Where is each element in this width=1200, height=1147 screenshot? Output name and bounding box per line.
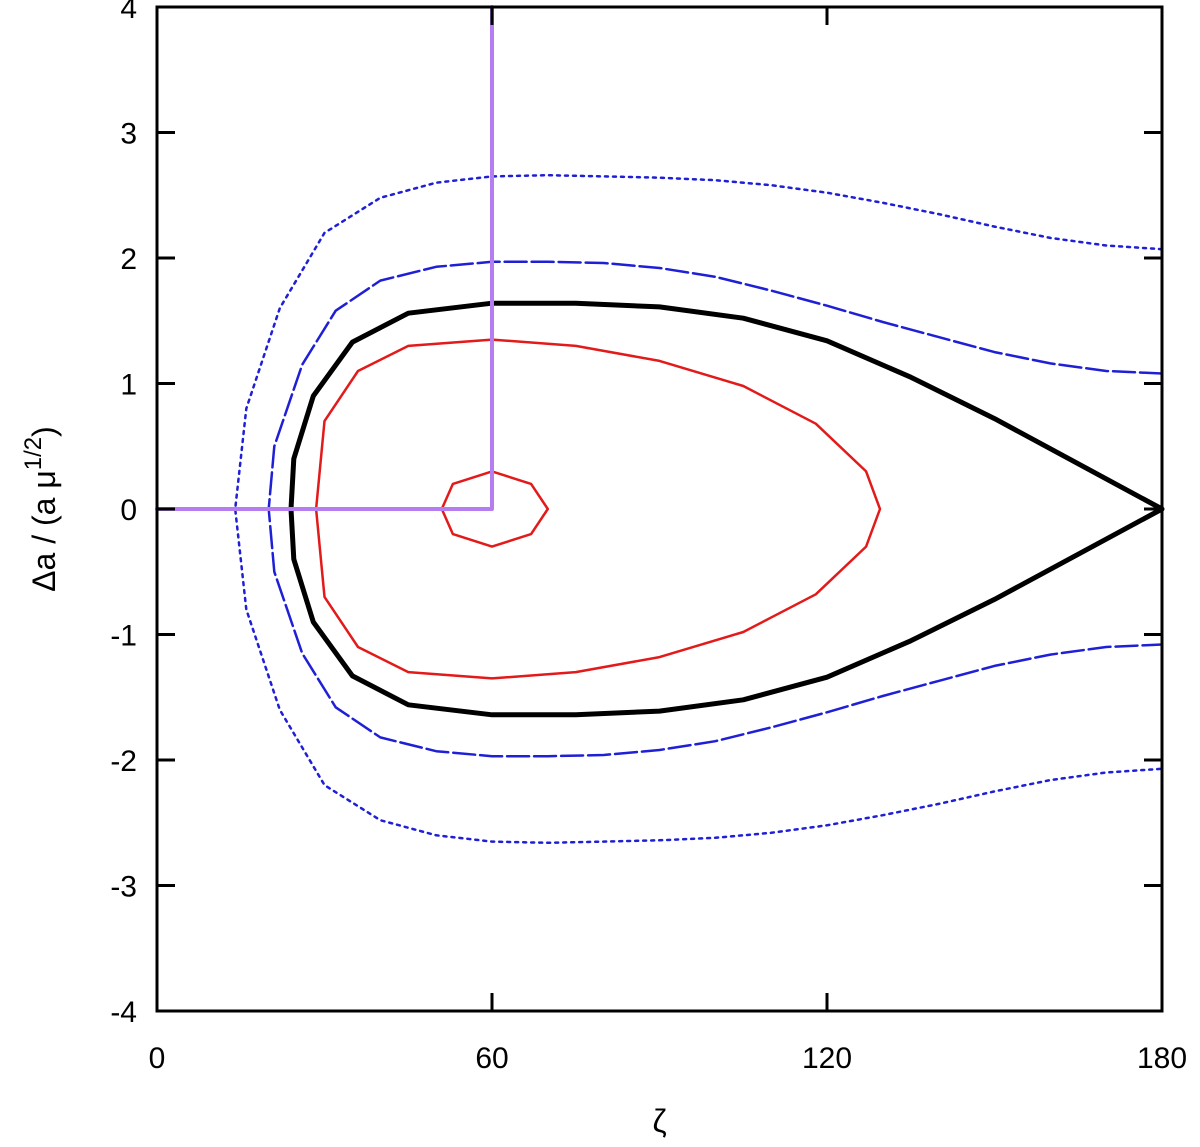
series-purple-guide-5 <box>155 5 494 511</box>
y-tick-label: 3 <box>120 118 137 151</box>
x-tick-label: 180 <box>1137 1042 1187 1075</box>
x-tick-label: 120 <box>802 1042 852 1075</box>
y-tick-label: 1 <box>120 369 137 402</box>
y-tick-label: -3 <box>110 871 137 904</box>
x-tick-label: 60 <box>475 1042 508 1075</box>
plot-curves <box>155 5 1165 845</box>
y-tick-label: -2 <box>110 745 137 778</box>
y-axis-label-sup: 1/2 <box>20 437 47 470</box>
series-blue-dotted-4 <box>233 173 1164 845</box>
y-tick-label: 4 <box>120 0 137 25</box>
y-tick-label: -1 <box>110 620 137 653</box>
y-tick-label: -4 <box>110 996 137 1029</box>
y-tick-label: 0 <box>120 494 137 527</box>
y-axis-label-main: Δa / (a μ <box>26 470 62 592</box>
x-tick-label: 0 <box>149 1042 166 1075</box>
series-red-solid-1 <box>314 338 882 680</box>
y-axis-label: Δa / (a μ1/2) <box>20 426 62 592</box>
y-tick-label: 2 <box>120 243 137 276</box>
plot-frame <box>155 5 1164 1013</box>
tick-labels: 0 60 120 180 -4 -3 -2 -1 0 1 2 3 4 <box>110 0 1187 1075</box>
x-axis-label: ζ <box>652 1103 666 1139</box>
series-red-solid-0 <box>440 470 550 548</box>
y-axis-label-end: ) <box>26 426 62 437</box>
